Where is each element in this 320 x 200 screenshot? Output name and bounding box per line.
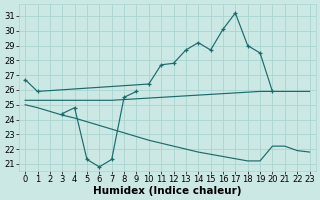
X-axis label: Humidex (Indice chaleur): Humidex (Indice chaleur) (93, 186, 242, 196)
